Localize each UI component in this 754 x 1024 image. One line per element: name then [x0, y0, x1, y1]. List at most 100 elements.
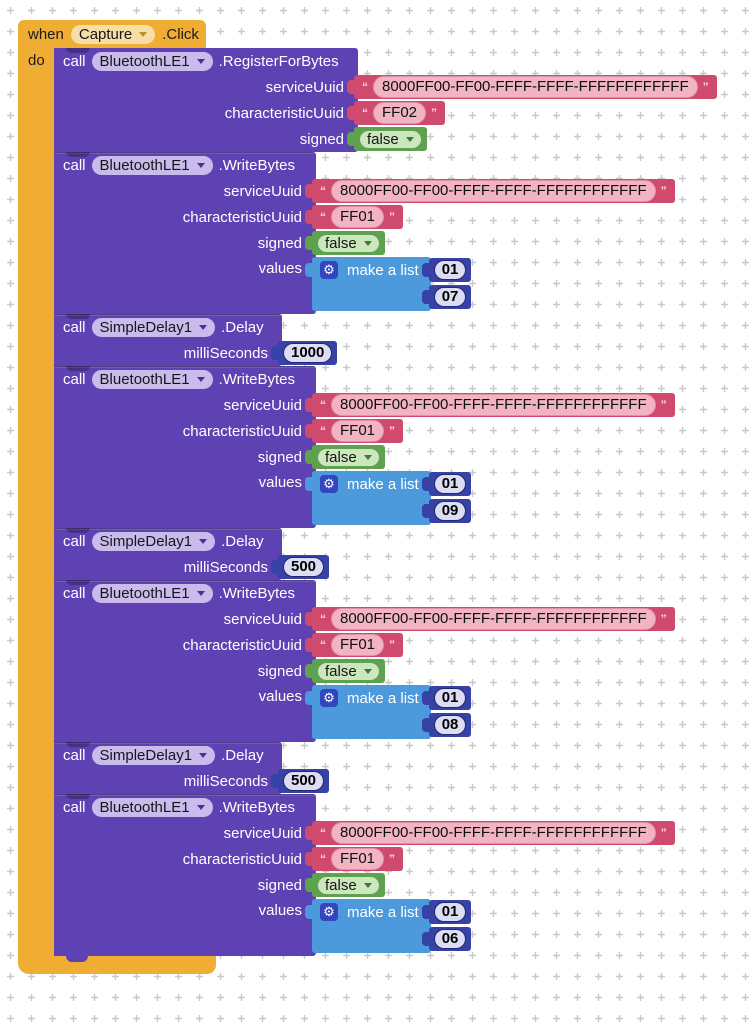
- number-field[interactable]: 01: [433, 260, 467, 280]
- boolean-dropdown[interactable]: false: [360, 130, 421, 148]
- event-component-dropdown[interactable]: Capture: [70, 24, 156, 44]
- number-block[interactable]: 06: [421, 927, 472, 951]
- number-block[interactable]: 08: [421, 713, 472, 737]
- component-dropdown[interactable]: BluetoothLE1: [91, 583, 213, 603]
- param-label: signed: [299, 130, 344, 148]
- chevron-down-icon: [363, 454, 372, 460]
- text-block[interactable]: “ 8000FF00-FF00-FFFF-FFFF-FFFFFFFFFFFF ”: [347, 75, 717, 99]
- number-block[interactable]: 01: [421, 472, 472, 496]
- param-label: characteristicUuid: [182, 208, 302, 226]
- call-bluetoothle-writebytes-block[interactable]: call BluetoothLE1 .WriteBytes serviceUui…: [54, 580, 675, 742]
- open-quote: “: [320, 638, 326, 652]
- call-keyword: call: [63, 532, 86, 550]
- boolean-dropdown[interactable]: false: [318, 448, 379, 466]
- text-block[interactable]: “ 8000FF00-FF00-FFFF-FFFF-FFFFFFFFFFFF ”: [305, 607, 675, 631]
- make-a-list-block[interactable]: ⚙ make a list 01: [305, 257, 472, 311]
- chevron-down-icon: [196, 58, 205, 64]
- make-a-list-block[interactable]: ⚙ make a list 01: [305, 899, 472, 953]
- number-field[interactable]: 06: [433, 929, 467, 949]
- boolean-dropdown[interactable]: false: [318, 876, 379, 894]
- boolean-value: false: [325, 662, 357, 680]
- text-block[interactable]: “ FF01 ”: [304, 419, 404, 443]
- text-block[interactable]: “ FF01 ”: [304, 633, 404, 657]
- text-block[interactable]: “ FF02 ”: [346, 101, 446, 125]
- when-capture-click-block[interactable]: when Capture .Click do call BluetoothLE1: [18, 20, 717, 974]
- text-field[interactable]: 8000FF00-FF00-FFFF-FFFF-FFFFFFFFFFFF: [331, 608, 656, 630]
- component-dropdown[interactable]: SimpleDelay1: [91, 745, 216, 765]
- number-field[interactable]: 1000: [283, 343, 333, 363]
- text-block[interactable]: “ 8000FF00-FF00-FFFF-FFFF-FFFFFFFFFFFF ”: [305, 179, 675, 203]
- call-simpledelay-delay-block[interactable]: call SimpleDelay1 .Delay milliSeconds 50…: [54, 742, 330, 794]
- mutator-gear-icon[interactable]: ⚙: [320, 261, 338, 279]
- mutator-gear-icon[interactable]: ⚙: [320, 903, 338, 921]
- text-field[interactable]: 8000FF00-FF00-FFFF-FFFF-FFFFFFFFFFFF: [331, 394, 656, 416]
- statement-stack: call BluetoothLE1 .RegisterForBytes serv…: [54, 48, 717, 962]
- logic-false-block[interactable]: false: [305, 659, 385, 683]
- text-field[interactable]: FF01: [331, 634, 385, 656]
- number-block[interactable]: 01: [421, 900, 472, 924]
- call-simpledelay-delay-block[interactable]: call SimpleDelay1 .Delay milliSeconds 10…: [54, 314, 338, 366]
- call-bluetoothle-writebytes-block[interactable]: call BluetoothLE1 .WriteBytes serviceUui…: [54, 366, 675, 528]
- param-label: serviceUuid: [223, 824, 302, 842]
- call-bluetoothle-writebytes-block[interactable]: call BluetoothLE1 .WriteBytes serviceUui…: [54, 794, 675, 956]
- logic-false-block[interactable]: false: [305, 445, 385, 469]
- text-field[interactable]: 8000FF00-FF00-FFFF-FFFF-FFFFFFFFFFFF: [331, 822, 656, 844]
- call-simpledelay-delay-block[interactable]: call SimpleDelay1 .Delay milliSeconds 50…: [54, 528, 330, 580]
- call-bluetoothle-writebytes-block[interactable]: call BluetoothLE1 .WriteBytes serviceUui…: [54, 152, 675, 314]
- number-field[interactable]: 500: [283, 557, 325, 577]
- component-dropdown[interactable]: BluetoothLE1: [91, 369, 213, 389]
- number-field[interactable]: 01: [433, 688, 467, 708]
- boolean-dropdown[interactable]: false: [318, 234, 379, 252]
- text-block[interactable]: “ 8000FF00-FF00-FFFF-FFFF-FFFFFFFFFFFF ”: [305, 393, 675, 417]
- number-field[interactable]: 500: [283, 771, 325, 791]
- make-a-list-block[interactable]: ⚙ make a list 01: [305, 685, 472, 739]
- component-dropdown[interactable]: BluetoothLE1: [91, 51, 213, 71]
- number-field[interactable]: 08: [433, 715, 467, 735]
- open-quote: “: [320, 398, 326, 412]
- param-label: characteristicUuid: [182, 422, 302, 440]
- param-label: milliSeconds: [183, 344, 268, 362]
- text-field[interactable]: FF01: [331, 848, 385, 870]
- mutator-gear-icon[interactable]: ⚙: [320, 475, 338, 493]
- number-field[interactable]: 01: [433, 902, 467, 922]
- number-block[interactable]: 07: [421, 285, 472, 309]
- number-field[interactable]: 09: [433, 501, 467, 521]
- number-block[interactable]: 500: [270, 769, 330, 793]
- boolean-value: false: [325, 234, 357, 252]
- text-block[interactable]: “ FF01 ”: [304, 847, 404, 871]
- text-field[interactable]: FF01: [331, 206, 385, 228]
- component-dropdown[interactable]: BluetoothLE1: [91, 797, 213, 817]
- number-block[interactable]: 01: [421, 258, 472, 282]
- param-label: signed: [257, 876, 302, 894]
- logic-false-block[interactable]: false: [305, 873, 385, 897]
- event-block-header[interactable]: when Capture .Click: [18, 20, 206, 48]
- open-quote: “: [320, 852, 326, 866]
- component-dropdown[interactable]: BluetoothLE1: [91, 155, 213, 175]
- close-quote: ”: [389, 424, 396, 438]
- number-block[interactable]: 500: [270, 555, 330, 579]
- logic-false-block[interactable]: false: [347, 127, 427, 151]
- text-field[interactable]: FF02: [373, 102, 427, 124]
- text-block[interactable]: “ 8000FF00-FF00-FFFF-FFFF-FFFFFFFFFFFF ”: [305, 821, 675, 845]
- number-field[interactable]: 07: [433, 287, 467, 307]
- number-block[interactable]: 01: [421, 686, 472, 710]
- text-block[interactable]: “ FF01 ”: [304, 205, 404, 229]
- mutator-gear-icon[interactable]: ⚙: [320, 689, 338, 707]
- chevron-down-icon: [363, 882, 372, 888]
- number-block[interactable]: 09: [421, 499, 472, 523]
- component-dropdown[interactable]: SimpleDelay1: [91, 531, 216, 551]
- text-field[interactable]: 8000FF00-FF00-FFFF-FFFF-FFFFFFFFFFFF: [331, 180, 656, 202]
- boolean-dropdown[interactable]: false: [318, 662, 379, 680]
- param-label: milliSeconds: [183, 558, 268, 576]
- number-field[interactable]: 01: [433, 474, 467, 494]
- text-field[interactable]: FF01: [331, 420, 385, 442]
- event-component-name: Capture: [78, 25, 133, 43]
- logic-false-block[interactable]: false: [305, 231, 385, 255]
- text-field[interactable]: 8000FF00-FF00-FFFF-FFFF-FFFFFFFFFFFF: [373, 76, 698, 98]
- event-block-footer: [18, 956, 216, 974]
- component-dropdown[interactable]: SimpleDelay1: [91, 317, 216, 337]
- number-block[interactable]: 1000: [270, 341, 338, 365]
- make-a-list-block[interactable]: ⚙ make a list 01: [305, 471, 472, 525]
- call-bluetoothle-registerforbytes-block[interactable]: call BluetoothLE1 .RegisterForBytes serv…: [54, 48, 717, 152]
